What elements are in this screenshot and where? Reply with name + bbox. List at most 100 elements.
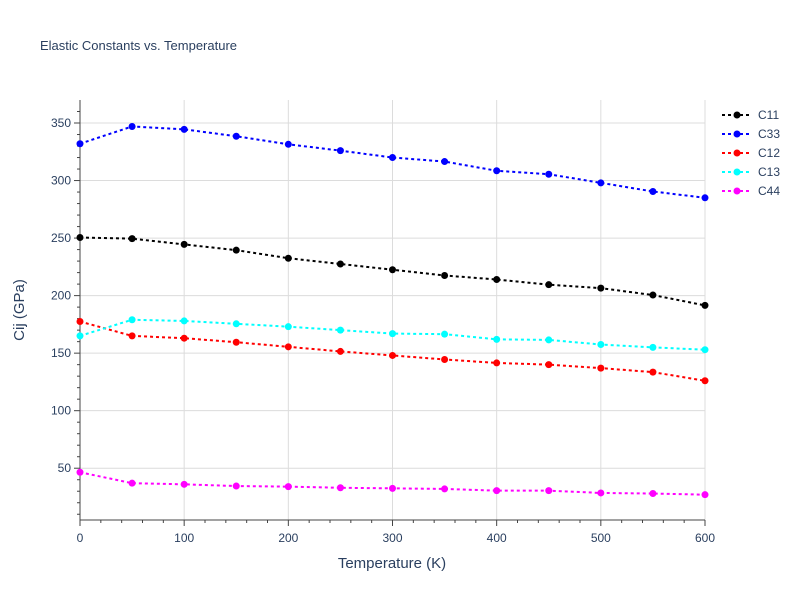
data-point-c12 — [389, 351, 396, 359]
data-point-c12 — [493, 359, 501, 367]
legend-marker-c44 — [733, 187, 741, 195]
data-point-c12 — [76, 318, 84, 326]
data-point-c13 — [336, 326, 344, 334]
data-point-c44 — [284, 483, 292, 491]
data-point-c11 — [545, 281, 553, 289]
legend-label-c13: C13 — [758, 165, 780, 179]
data-point-c13 — [701, 346, 709, 354]
data-point-c12 — [701, 377, 709, 385]
legend-item-c33[interactable]: C33 — [722, 127, 780, 141]
data-point-c33 — [76, 140, 84, 148]
legend-marker-c11 — [733, 111, 741, 119]
data-point-c44 — [336, 484, 344, 492]
data-point-c44 — [232, 482, 240, 490]
data-point-c33 — [128, 122, 136, 130]
data-point-c44 — [701, 491, 709, 499]
data-point-c13 — [76, 332, 84, 340]
data-point-c12 — [545, 361, 553, 369]
data-point-c13 — [180, 317, 188, 325]
y-tick-label: 100 — [51, 404, 71, 418]
data-point-c11 — [180, 240, 188, 248]
data-point-c13 — [232, 320, 240, 328]
data-point-c12 — [336, 347, 344, 355]
data-point-c33 — [389, 154, 396, 162]
data-point-c13 — [545, 336, 553, 344]
series — [76, 122, 709, 499]
grid — [80, 100, 706, 520]
data-point-c44 — [493, 487, 501, 495]
data-point-c33 — [232, 132, 240, 140]
data-point-c13 — [389, 330, 396, 338]
data-point-c12 — [232, 338, 240, 346]
data-point-c11 — [701, 301, 709, 309]
y-tick-label: 200 — [51, 289, 71, 303]
data-point-c13 — [493, 335, 501, 343]
data-point-c33 — [284, 140, 292, 148]
legend-marker-c12 — [733, 149, 741, 157]
data-point-c33 — [493, 167, 501, 175]
data-point-c11 — [336, 260, 344, 268]
x-axis-title: Temperature (K) — [338, 555, 446, 572]
data-point-c33 — [336, 147, 344, 155]
legend-item-c12[interactable]: C12 — [722, 146, 780, 160]
data-point-c13 — [649, 343, 657, 351]
data-point-c44 — [597, 489, 605, 497]
data-point-c44 — [545, 487, 553, 495]
data-point-c13 — [128, 316, 136, 324]
legend[interactable]: C11 C33 C12 C13 C44 — [722, 108, 780, 198]
y-tick-label: 350 — [51, 116, 71, 130]
data-point-c12 — [649, 368, 657, 376]
data-point-c11 — [441, 271, 449, 279]
legend-label-c12: C12 — [758, 146, 780, 160]
legend-item-c13[interactable]: C13 — [722, 165, 780, 179]
data-point-c11 — [389, 266, 396, 274]
legend-marker-c33 — [733, 130, 741, 138]
data-point-c44 — [128, 479, 136, 487]
data-point-c33 — [180, 125, 188, 133]
data-point-c33 — [649, 187, 657, 195]
data-point-c11 — [284, 254, 292, 262]
data-point-c44 — [649, 490, 657, 498]
data-point-c13 — [597, 341, 605, 349]
data-point-c33 — [441, 158, 449, 166]
x-tick-label: 600 — [695, 531, 715, 545]
legend-item-c11[interactable]: C11 — [722, 108, 779, 122]
data-point-c12 — [180, 334, 188, 342]
data-point-c33 — [545, 170, 553, 178]
data-point-c11 — [128, 235, 136, 243]
legend-label-c11: C11 — [758, 108, 779, 122]
chart-title: Elastic Constants vs. Temperature — [40, 38, 237, 53]
data-point-c44 — [76, 468, 84, 476]
data-point-c12 — [597, 364, 605, 372]
data-point-c11 — [597, 284, 605, 292]
data-point-c44 — [441, 485, 449, 493]
y-tick-label: 50 — [58, 461, 72, 475]
x-tick-label: 100 — [174, 531, 194, 545]
legend-label-c33: C33 — [758, 127, 780, 141]
x-tick-label: 400 — [487, 531, 507, 545]
data-point-c11 — [76, 234, 84, 242]
data-point-c11 — [649, 291, 657, 299]
data-point-c33 — [701, 194, 709, 202]
data-point-c11 — [232, 246, 240, 254]
legend-label-c44: C44 — [758, 184, 780, 198]
data-point-c44 — [389, 484, 396, 492]
axes: 0 100 200 300 400 500 600 50 100 150 200 250 300 350 — [51, 100, 715, 545]
y-tick-label: 150 — [51, 346, 71, 360]
data-point-c12 — [441, 355, 449, 363]
data-point-c13 — [441, 330, 449, 338]
data-point-c12 — [128, 332, 136, 340]
data-point-c13 — [284, 323, 292, 331]
data-point-c11 — [493, 276, 501, 284]
data-point-c12 — [284, 343, 292, 351]
x-tick-label: 500 — [591, 531, 611, 545]
legend-marker-c13 — [733, 168, 741, 176]
data-point-c33 — [597, 179, 605, 187]
y-axis-title: Cij (GPa) — [11, 279, 28, 341]
legend-item-c44[interactable]: C44 — [722, 184, 780, 198]
y-tick-label: 250 — [51, 231, 71, 245]
x-tick-label: 0 — [77, 531, 84, 545]
x-tick-label: 200 — [278, 531, 298, 545]
